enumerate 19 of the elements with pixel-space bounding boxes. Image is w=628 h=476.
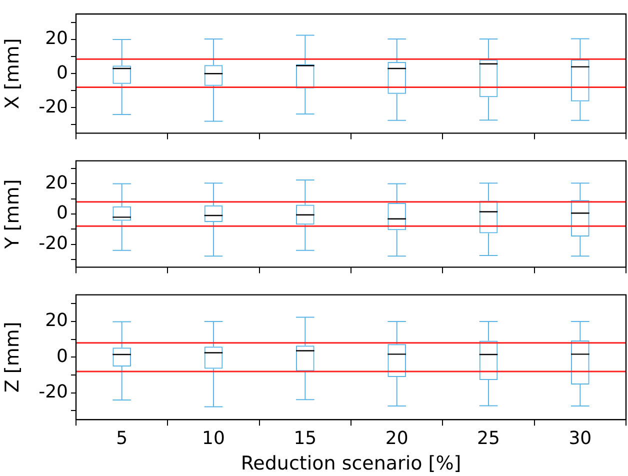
y-tick-label: -20	[38, 382, 68, 403]
x-tick-label: 20	[385, 428, 408, 450]
y-tick-label: 20	[45, 310, 68, 332]
y-tick-label: 0	[56, 346, 68, 367]
y-tick-label: 0	[56, 202, 68, 224]
x-tick-label: 15	[294, 428, 317, 450]
x-axis-title: Reduction scenario [%]	[240, 452, 462, 475]
y-tick-label: 20	[45, 28, 68, 50]
x-tick-label: 10	[202, 428, 225, 450]
y-tick-label: 0	[56, 62, 68, 84]
y-tick-label: -20	[38, 96, 68, 118]
y-tick-label: 20	[45, 172, 68, 194]
x-tick-label: 5	[116, 428, 128, 450]
y-tick-label: -20	[38, 233, 68, 254]
y-axis-title: X [mm]	[1, 38, 24, 110]
x-tick-label: 25	[477, 428, 500, 450]
y-axis-title: Z [mm]	[1, 322, 24, 393]
x-tick-label: 30	[568, 428, 592, 450]
y-axis-title: Y [mm]	[1, 179, 24, 250]
